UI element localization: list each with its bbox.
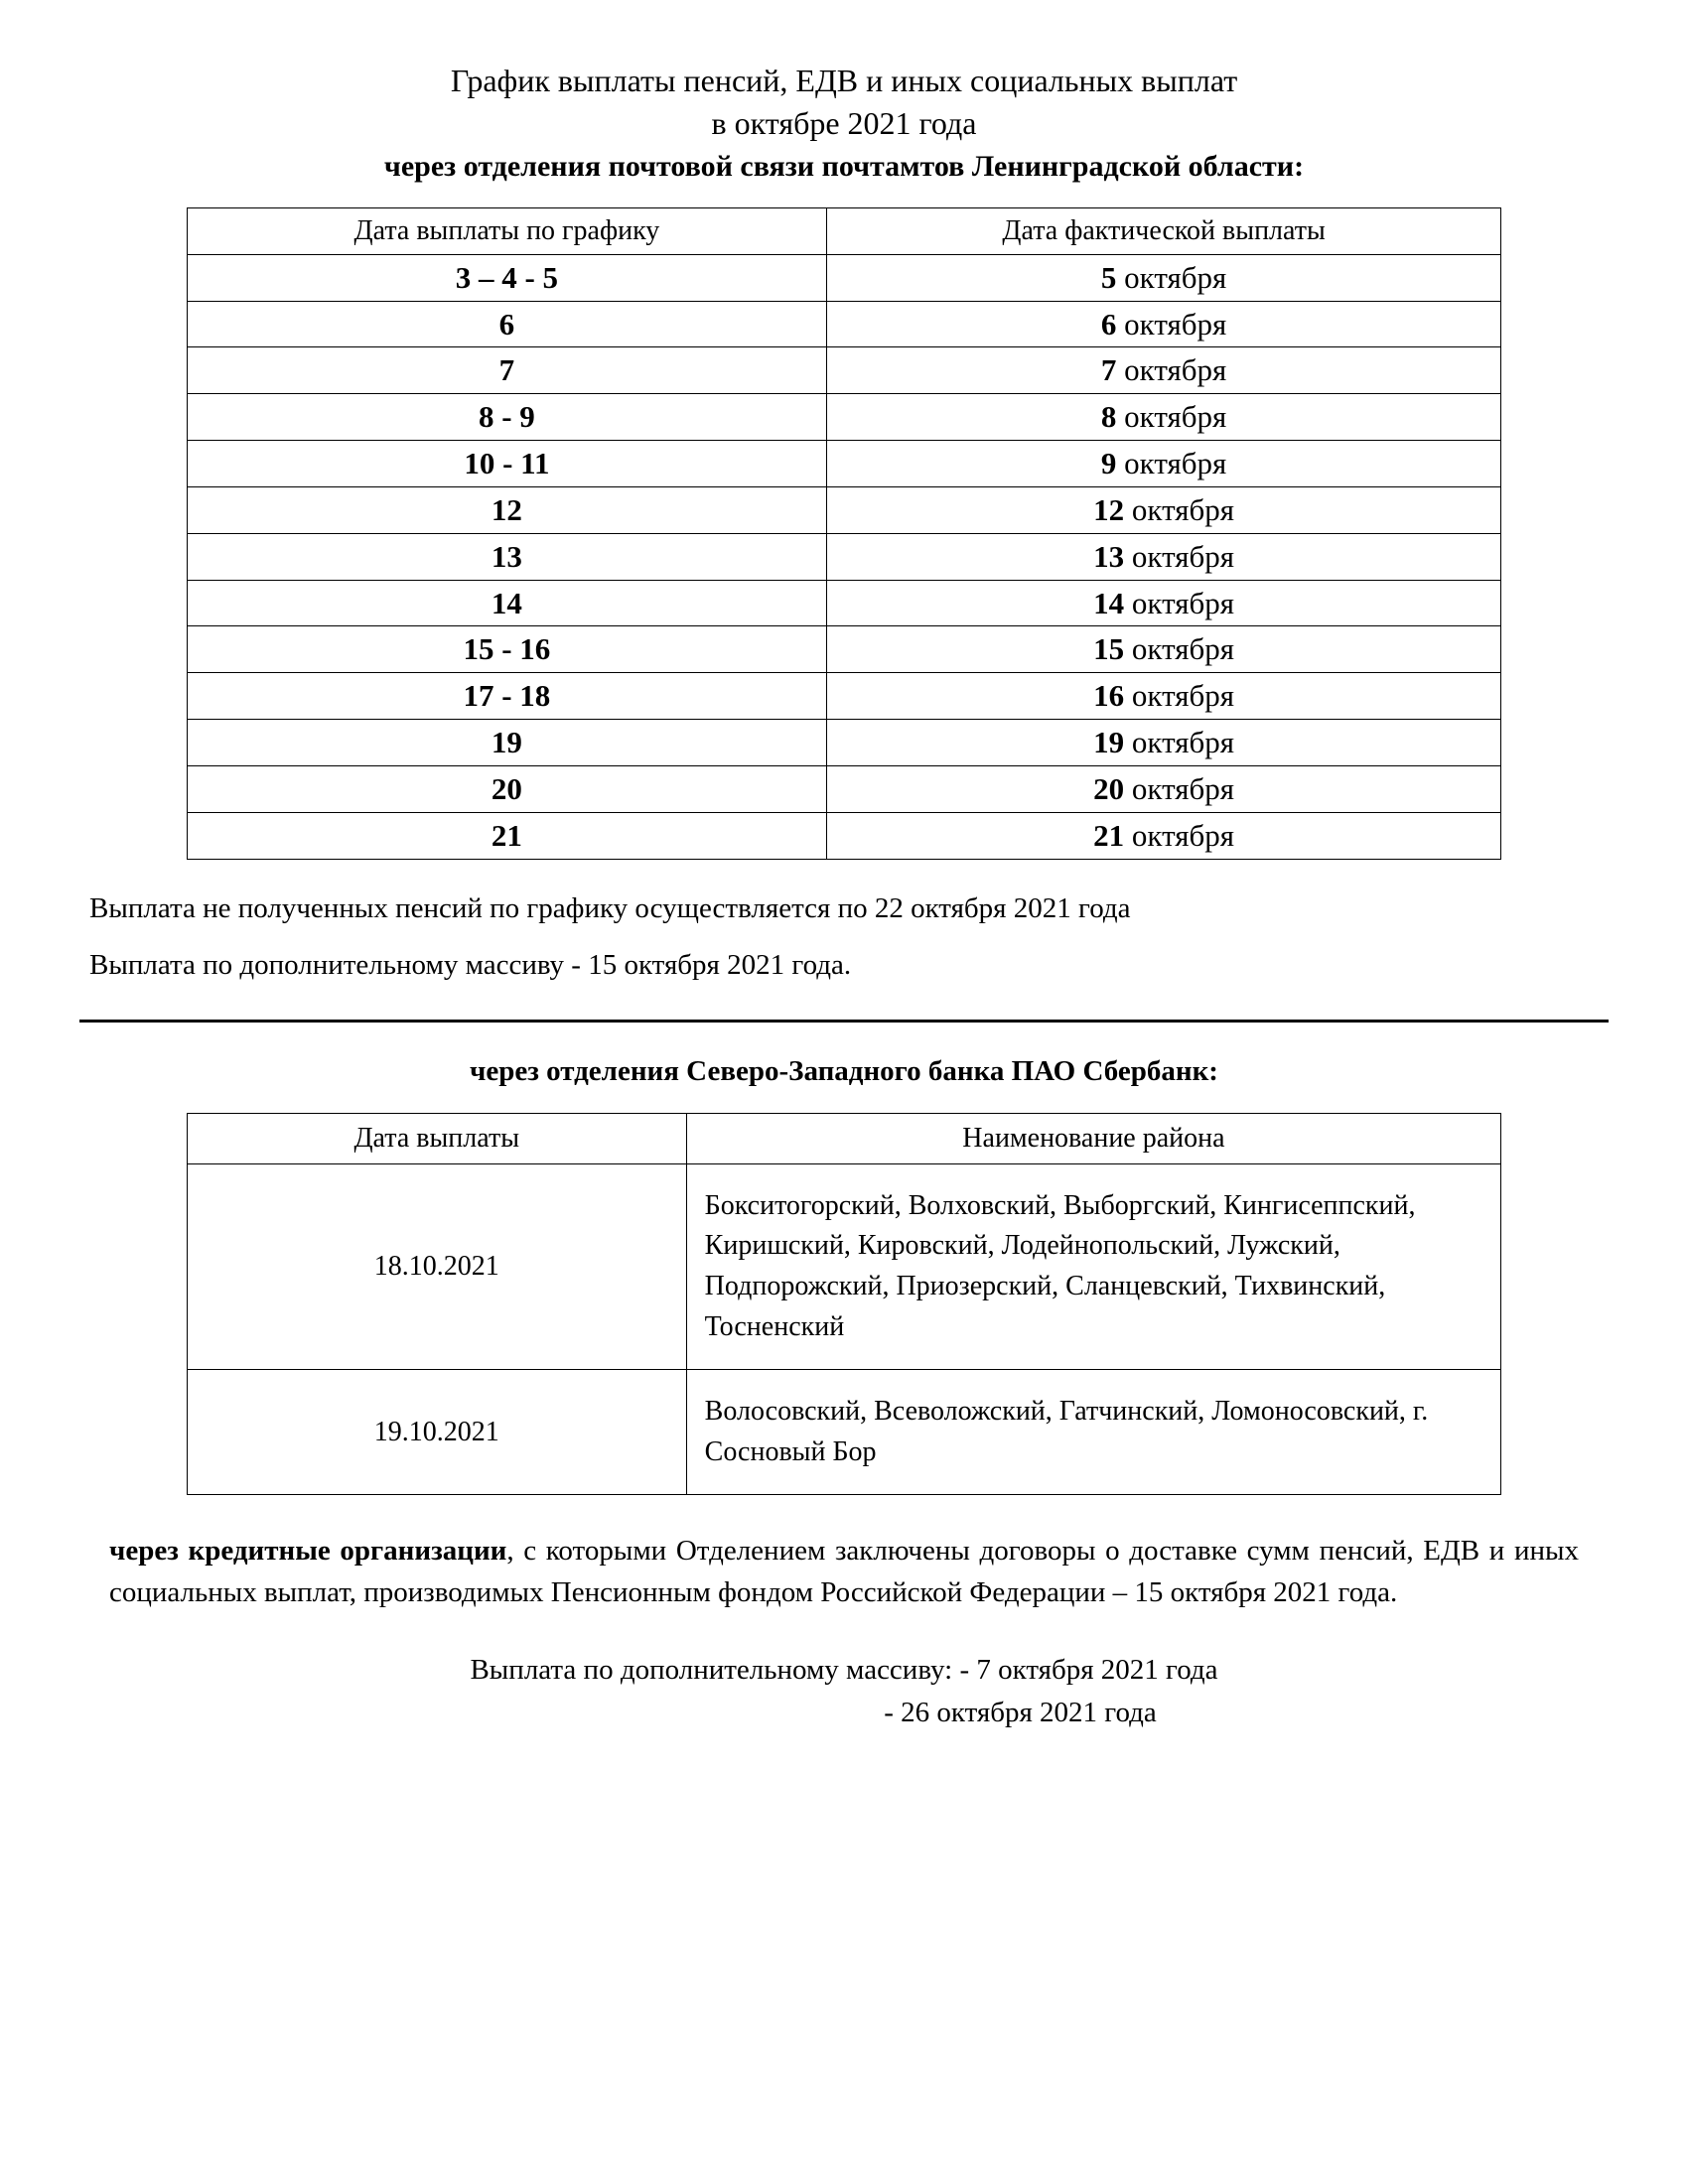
credit-organizations-paragraph: через кредитные организации, с которыми … — [109, 1530, 1579, 1613]
actual-month-word: октября — [1124, 539, 1234, 574]
table-row: 1414 октября — [187, 580, 1500, 626]
actual-date-cell: 8 октября — [827, 394, 1501, 441]
actual-day-number: 6 — [1101, 307, 1117, 341]
table-row: 2020 октября — [187, 765, 1500, 812]
actual-month-word: октября — [1124, 492, 1234, 527]
sberbank-schedule-table: Дата выплаты Наименование района 18.10.2… — [187, 1113, 1501, 1495]
plan-date-cell: 15 - 16 — [187, 626, 826, 673]
actual-month-word: октября — [1124, 725, 1234, 759]
plan-date-cell: 12 — [187, 486, 826, 533]
table-row: 1313 октября — [187, 533, 1500, 580]
table-row: 19.10.2021Волосовский, Всеволожский, Гат… — [187, 1370, 1500, 1495]
plan-date-cell: 19 — [187, 720, 826, 766]
actual-date-cell: 16 октября — [827, 673, 1501, 720]
plan-date-cell: 14 — [187, 580, 826, 626]
actual-month-word: октября — [1116, 260, 1226, 295]
table-row: 77 октября — [187, 347, 1500, 394]
section-divider — [79, 1020, 1609, 1023]
table-row: 18.10.2021Бокситогорский, Волховский, Вы… — [187, 1163, 1500, 1369]
actual-date-cell: 7 октября — [827, 347, 1501, 394]
table-row: 1212 октября — [187, 486, 1500, 533]
table-row: 3 – 4 - 55 октября — [187, 254, 1500, 301]
actual-month-word: октября — [1116, 307, 1226, 341]
extra-date-line-1: Выплата по дополнительному массиву: - 7 … — [79, 1649, 1609, 1693]
sberbank-districts-cell: Волосовский, Всеволожский, Гатчинский, Л… — [686, 1370, 1501, 1495]
actual-day-number: 14 — [1093, 586, 1124, 620]
plan-date-cell: 21 — [187, 812, 826, 859]
table-row: 10 - 119 октября — [187, 441, 1500, 487]
title-line-1: График выплаты пенсий, ЕДВ и иных социал… — [79, 60, 1609, 102]
actual-day-number: 7 — [1101, 352, 1117, 387]
table-row: 66 октября — [187, 301, 1500, 347]
table-row: 1919 октября — [187, 720, 1500, 766]
additional-array-note-1: Выплата по дополнительному массиву - 15 … — [89, 946, 1599, 985]
actual-date-cell: 20 октября — [827, 765, 1501, 812]
table-row: 17 - 1816 октября — [187, 673, 1500, 720]
unpaid-pension-note: Выплата не полученных пенсий по графику … — [89, 889, 1599, 928]
plan-date-cell: 6 — [187, 301, 826, 347]
table2-header-district: Наименование района — [686, 1114, 1501, 1164]
actual-month-word: октября — [1116, 352, 1226, 387]
actual-day-number: 12 — [1093, 492, 1124, 527]
actual-day-number: 15 — [1093, 631, 1124, 666]
sberbank-subheading: через отделения Северо-Западного банка П… — [79, 1052, 1609, 1091]
plan-date-cell: 13 — [187, 533, 826, 580]
table1-header-actual: Дата фактической выплаты — [827, 207, 1501, 254]
actual-month-word: октября — [1116, 446, 1226, 480]
post-office-schedule-table: Дата выплаты по графику Дата фактической… — [187, 207, 1501, 860]
document-title: График выплаты пенсий, ЕДВ и иных социал… — [79, 60, 1609, 188]
actual-date-cell: 21 октября — [827, 812, 1501, 859]
plan-date-cell: 10 - 11 — [187, 441, 826, 487]
actual-month-word: октября — [1124, 678, 1234, 713]
actual-month-word: октября — [1124, 818, 1234, 853]
plan-date-cell: 3 – 4 - 5 — [187, 254, 826, 301]
actual-month-word: октября — [1124, 771, 1234, 806]
plan-date-cell: 8 - 9 — [187, 394, 826, 441]
table1-header-plan: Дата выплаты по графику — [187, 207, 826, 254]
actual-day-number: 16 — [1093, 678, 1124, 713]
plan-date-cell: 20 — [187, 765, 826, 812]
actual-day-number: 13 — [1093, 539, 1124, 574]
plan-date-cell: 17 - 18 — [187, 673, 826, 720]
actual-date-cell: 15 октября — [827, 626, 1501, 673]
table2-header-date: Дата выплаты — [187, 1114, 686, 1164]
plan-date-cell: 7 — [187, 347, 826, 394]
actual-month-word: октября — [1124, 586, 1234, 620]
credit-org-lead: через кредитные организации — [109, 1535, 506, 1567]
actual-day-number: 21 — [1093, 818, 1124, 853]
actual-day-number: 9 — [1101, 446, 1117, 480]
actual-date-cell: 19 октября — [827, 720, 1501, 766]
actual-day-number: 8 — [1101, 399, 1117, 434]
actual-date-cell: 12 октября — [827, 486, 1501, 533]
title-line-3: через отделения почтовой связи почтамтов… — [79, 147, 1609, 188]
actual-date-cell: 13 октября — [827, 533, 1501, 580]
actual-date-cell: 6 октября — [827, 301, 1501, 347]
table-row: 8 - 98 октября — [187, 394, 1500, 441]
sberbank-date-cell: 18.10.2021 — [187, 1163, 686, 1369]
additional-array-dates: Выплата по дополнительному массиву: - 7 … — [79, 1649, 1609, 1735]
actual-month-word: октября — [1124, 631, 1234, 666]
table-row: 2121 октября — [187, 812, 1500, 859]
actual-day-number: 5 — [1101, 260, 1117, 295]
sberbank-districts-cell: Бокситогорский, Волховский, Выборгский, … — [686, 1163, 1501, 1369]
actual-date-cell: 5 октября — [827, 254, 1501, 301]
extra-date-line-2: - 26 октября 2021 года — [531, 1692, 1157, 1735]
table-row: 15 - 1615 октября — [187, 626, 1500, 673]
actual-date-cell: 9 октября — [827, 441, 1501, 487]
title-line-2: в октябре 2021 года — [79, 102, 1609, 145]
actual-day-number: 20 — [1093, 771, 1124, 806]
sberbank-date-cell: 19.10.2021 — [187, 1370, 686, 1495]
actual-day-number: 19 — [1093, 725, 1124, 759]
actual-month-word: октября — [1116, 399, 1226, 434]
actual-date-cell: 14 октября — [827, 580, 1501, 626]
